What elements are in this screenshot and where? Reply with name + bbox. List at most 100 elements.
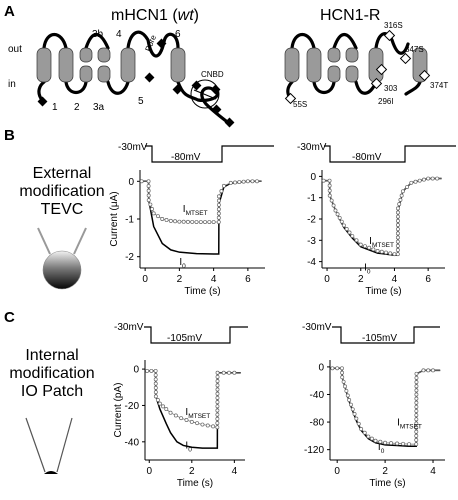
- mut-segment-s3b: [345, 47, 359, 63]
- series-point-IMTSET: [219, 189, 224, 194]
- segment-label: 6: [175, 29, 181, 40]
- wt-segment-s4: [120, 47, 136, 83]
- wt-title: mHCN1 (wt): [111, 7, 199, 24]
- series-point-IMTSET: [344, 226, 349, 231]
- series-point-IMTSET: [146, 193, 151, 198]
- series-point-IMTSET: [327, 183, 332, 188]
- mut-segment-s1: [284, 47, 300, 83]
- series-point-IMTSET: [337, 215, 342, 220]
- series-point-IMTSET: [215, 408, 220, 413]
- series-point-IMTSET: [216, 215, 221, 220]
- protocol-step-label: -80mV: [171, 152, 201, 163]
- series-point-IMTSET: [378, 439, 383, 444]
- protocol-hold-label: -30mV: [114, 322, 144, 333]
- series-point-IMTSET: [215, 425, 220, 430]
- series-point-IMTSET: [150, 206, 154, 211]
- series-point-IMTSET: [395, 252, 400, 257]
- segment-label: 1: [52, 102, 58, 113]
- series-point-IMTSET: [343, 384, 347, 389]
- series-point-IMTSET: [155, 398, 160, 402]
- x-axis-label: Time (s): [184, 286, 220, 297]
- series-point-IMTSET: [414, 413, 419, 418]
- series-point-IMTSET: [350, 234, 355, 238]
- chart-c-left: 0 2 4 0 -20 -40 Time (s) Current (pA) I0 IMTSET: [113, 360, 245, 489]
- series-point-IMTSET: [327, 178, 332, 183]
- series-point-IMTSET: [396, 206, 400, 211]
- series-point-IMTSET: [255, 179, 259, 184]
- series-point-IMTSET: [430, 176, 435, 181]
- series-label-I0: I0: [185, 441, 192, 454]
- series-point-IMTSET: [414, 375, 419, 380]
- y-tick-label: -40: [125, 437, 140, 448]
- cysteine-marker: [172, 84, 183, 95]
- wt-segment-s3a-2: [97, 65, 111, 83]
- protocol-trace: [332, 326, 440, 344]
- mutation-marker: [375, 63, 388, 76]
- series-point-IMTSET: [164, 217, 169, 222]
- series-point-IMTSET: [215, 404, 220, 409]
- series-point-IMTSET: [347, 398, 352, 402]
- y-tick-label: -80: [310, 418, 325, 429]
- series-point-IMTSET: [414, 400, 419, 405]
- series-point-IMTSET: [321, 178, 326, 183]
- x-tick-label: 0: [334, 466, 340, 477]
- series-point-IMTSET: [237, 180, 242, 185]
- x-tick-label: 4: [430, 466, 436, 477]
- series-point-IMTSET: [405, 185, 410, 189]
- series-point-IMTSET: [417, 178, 422, 183]
- series-point-IMTSET: [153, 385, 158, 390]
- series-point-IMTSET: [339, 219, 344, 224]
- series-point-IMTSET: [362, 430, 367, 435]
- series-point-IMTSET: [228, 180, 233, 185]
- chart-b-right: 0 2 4 6 0 -1 -2 -3 -4 Time (s) I0 IMTSET: [307, 170, 445, 297]
- series-point-IMTSET: [341, 223, 346, 228]
- mut-title: HCN1-R: [320, 7, 380, 24]
- series-point-IMTSET: [414, 384, 419, 389]
- x-tick-label: 2: [177, 274, 183, 285]
- series-point-IMTSET: [153, 381, 158, 386]
- mutation-label: 55S: [293, 100, 307, 109]
- y-tick-label: 0: [318, 362, 324, 373]
- mut-segment-s2: [306, 47, 322, 83]
- cysteine-marker: [156, 38, 167, 49]
- mut-loop-path: [286, 32, 422, 100]
- series-point-IMTSET: [145, 368, 150, 373]
- series-point-IMTSET: [215, 395, 220, 400]
- series-point-IMTSET: [181, 219, 186, 224]
- series-point-IMTSET: [215, 379, 220, 384]
- panel-label-b: B: [4, 127, 15, 144]
- series-point-IMTSET: [177, 219, 182, 224]
- series-point-IMTSET: [345, 393, 350, 398]
- series-point-IMTSET: [414, 392, 419, 397]
- series-label-IMTSET: IMTSET: [183, 204, 208, 217]
- cnbd-slash: [193, 89, 217, 100]
- method-line: TEVC: [41, 201, 84, 218]
- series-point-IMTSET: [414, 380, 419, 385]
- series-point-IMTSET: [195, 421, 200, 426]
- series-point-IMTSET: [396, 210, 400, 215]
- protocol-step-label: -105mV: [362, 333, 397, 344]
- series-point-IMTSET: [395, 223, 400, 227]
- series-point-IMTSET: [164, 407, 169, 412]
- series-point-IMTSET: [371, 247, 376, 252]
- cysteine-marker: [37, 96, 48, 107]
- series-point-IMTSET: [354, 238, 359, 243]
- series-point-IMTSET: [414, 388, 419, 393]
- mut-serine-markers: [284, 29, 431, 105]
- y-tick-label: -2: [125, 252, 134, 263]
- series-point-IMTSET: [426, 176, 431, 181]
- series-point-IMTSET: [395, 227, 400, 232]
- series-point-IMTSET: [379, 249, 384, 254]
- protocol-trace: [144, 326, 248, 344]
- series-point-IMTSET: [409, 180, 414, 185]
- panel-label-c: C: [4, 309, 15, 326]
- cysteine-marker: [191, 80, 202, 91]
- wt-segment-s3b-top: [79, 47, 93, 63]
- series-point-IMTSET: [153, 368, 158, 373]
- series-point-IMTSET: [349, 402, 353, 407]
- series-point-IMTSET: [395, 441, 400, 446]
- series-point-IMTSET: [395, 235, 400, 240]
- mut-segments: [284, 47, 428, 83]
- in-label: in: [8, 79, 16, 90]
- series-point-IMTSET: [215, 421, 220, 426]
